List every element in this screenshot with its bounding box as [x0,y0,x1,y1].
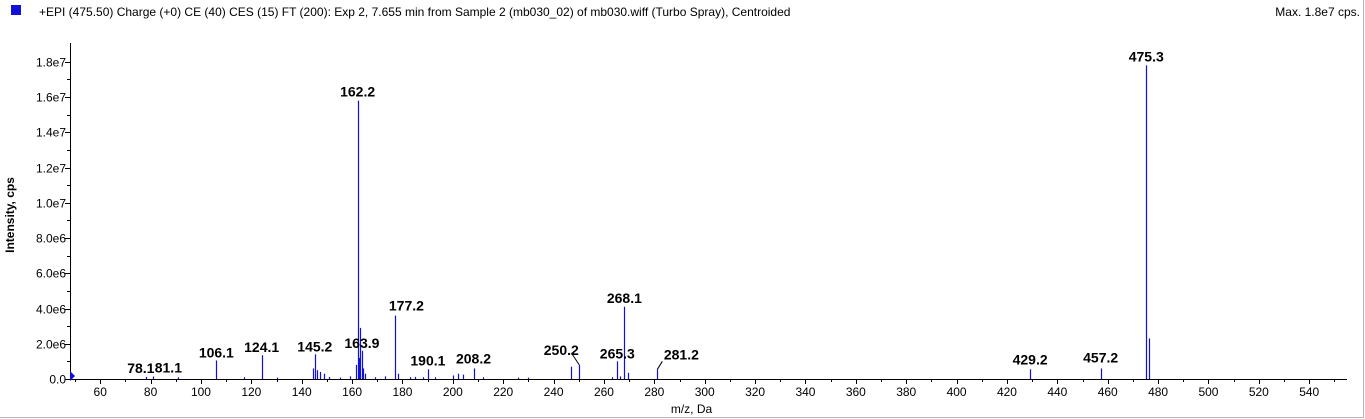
y-tick-label: 2.0e6 [36,338,66,352]
x-tick-label: 100 [191,385,211,399]
peak-label-457.2: 457.2 [1083,349,1118,365]
x-tick-label: 500 [1198,385,1218,399]
x-tick-label: 480 [1148,385,1168,399]
x-tick-label: 460 [1098,385,1118,399]
x-tick-label: 380 [896,385,916,399]
peak-label-429.2: 429.2 [1013,351,1048,367]
y-tick-label: 4.0e6 [36,303,66,317]
y-tick-label: 1.6e7 [36,91,66,105]
x-tick-label: 280 [644,385,664,399]
x-tick-label: 180 [392,385,412,399]
peak-labels-layer: 78.1 81.1 106.1 124.1 145.2 162.2 163.9 177.2 19… [127,48,1164,376]
y-tick-label: 1.8e7 [36,56,66,70]
peak-label-281.2: 281.2 [664,346,699,362]
peak-label-208.2: 208.2 [456,350,491,366]
peak-label-250.2: 250.2 [544,342,579,358]
peak-label-265.3: 265.3 [600,345,635,361]
x-axis-title: m/z, Da [671,402,713,416]
x-tick-label: 420 [997,385,1017,399]
label-leaders-layer [570,352,663,370]
peak-label-leader [570,352,580,366]
origin-marker-icon[interactable] [70,371,75,381]
y-tick-label: 0.0 [49,373,66,387]
peaks-layer [70,65,1151,379]
y-tick-label: 1.2e7 [36,162,66,176]
peak-label-163.9: 163.9 [344,335,379,351]
peak-label-145.2: 145.2 [297,338,332,354]
peak-label-106.1: 106.1 [199,344,234,360]
x-tick-label: 200 [443,385,463,399]
y-axis-title: Intensity, cps [3,177,17,253]
y-tick-label: 1.0e7 [36,197,66,211]
x-tick-label: 220 [493,385,513,399]
max-intensity-label: Max. 1.8e7 cps. [1275,5,1360,19]
peak-label-78.1: 78.1 [127,360,154,376]
x-tick-label: 120 [241,385,261,399]
x-tick-label: 60 [94,385,108,399]
x-tick-label: 400 [947,385,967,399]
x-tick-label: 80 [144,385,158,399]
peak-label-268.1: 268.1 [607,290,642,306]
x-tick-label: 140 [292,385,312,399]
x-tick-label: 260 [594,385,614,399]
x-axis-ticks: 60 80 100 120 140 160 180 200 220 240 260 280 300 320… [75,379,1335,399]
x-tick-label: 160 [342,385,362,399]
peak-label-190.1: 190.1 [410,352,445,368]
x-tick-label: 360 [846,385,866,399]
y-tick-label: 1.4e7 [36,126,66,140]
peak-label-124.1: 124.1 [244,339,279,355]
x-tick-label: 340 [795,385,815,399]
x-tick-label: 240 [544,385,564,399]
x-tick-label: 320 [745,385,765,399]
x-tick-label: 540 [1299,385,1319,399]
spectrum-header: +EPI (475.50) Charge (+0) CE (40) CES (1… [0,0,1365,24]
peak-label-177.2: 177.2 [389,298,424,314]
x-tick-label: 300 [695,385,715,399]
peak-label-81.1: 81.1 [155,360,182,376]
y-tick-label: 8.0e6 [36,232,66,246]
y-tick-label: 6.0e6 [36,267,66,281]
y-axis-ticks: 0.0 2.0e6 4.0e6 6.0e6 8.0e6 1.0e7 1.2e7 1.4e7 1.… [36,56,70,387]
x-tick-label: 440 [1047,385,1067,399]
spectrum-title: +EPI (475.50) Charge (+0) CE (40) CES (1… [39,5,791,19]
peak-label-475.3: 475.3 [1129,48,1164,64]
series-color-marker[interactable] [11,5,21,15]
x-tick-label: 520 [1249,385,1269,399]
peak-label-leader [656,361,663,370]
peak-label-162.2: 162.2 [340,84,375,100]
